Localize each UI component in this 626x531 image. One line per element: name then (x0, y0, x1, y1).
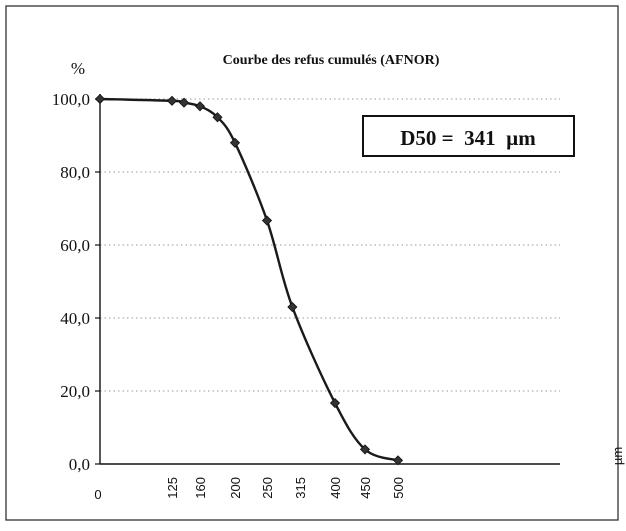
d50-annotation: D50 = 341 µm (400, 126, 536, 150)
y-tick-label: 60,0 (60, 236, 90, 255)
y-tick-label: 20,0 (60, 382, 90, 401)
y-tick-label: 40,0 (60, 309, 90, 328)
d50-annotation-box (362, 115, 575, 157)
data-point (229, 137, 241, 148)
y-tick-label: 0,0 (69, 455, 90, 474)
x-axis-label: µm (610, 447, 625, 465)
data-point (287, 301, 298, 313)
x-tick-label: 450 (358, 477, 373, 499)
data-point (329, 397, 341, 409)
x-tick-label: 315 (293, 477, 308, 499)
grid-lines (100, 98, 560, 392)
data-point (392, 455, 404, 466)
data-point (359, 444, 371, 455)
data-point (166, 95, 178, 106)
x-tick-label: 200 (228, 477, 243, 499)
x-tick-label: 160 (193, 477, 208, 499)
y-tick-label: 80,0 (60, 163, 90, 182)
data-point (261, 215, 273, 226)
data-series (94, 93, 404, 466)
data-point (194, 101, 206, 112)
y-tick-label: 100,0 (52, 90, 90, 109)
chart-title: Courbe des refus cumulés (AFNOR) (223, 53, 440, 68)
x-tick-label: 125 (165, 477, 180, 499)
x-tick-labels: 0 125 160 200 250 315 400 450 500 (94, 477, 406, 502)
x-tick-label: 250 (260, 477, 275, 499)
y-axis-label: % (71, 59, 85, 78)
x-tick-label: 0 (94, 487, 101, 502)
chart-frame (5, 5, 619, 521)
data-point (178, 97, 190, 108)
x-tick-label: 500 (391, 477, 406, 499)
y-tick-labels: 0,0 20,0 40,0 60,0 80,0 100,0 (52, 90, 90, 474)
data-point (94, 93, 106, 105)
x-tick-label: 400 (328, 477, 343, 499)
data-point (212, 112, 223, 123)
